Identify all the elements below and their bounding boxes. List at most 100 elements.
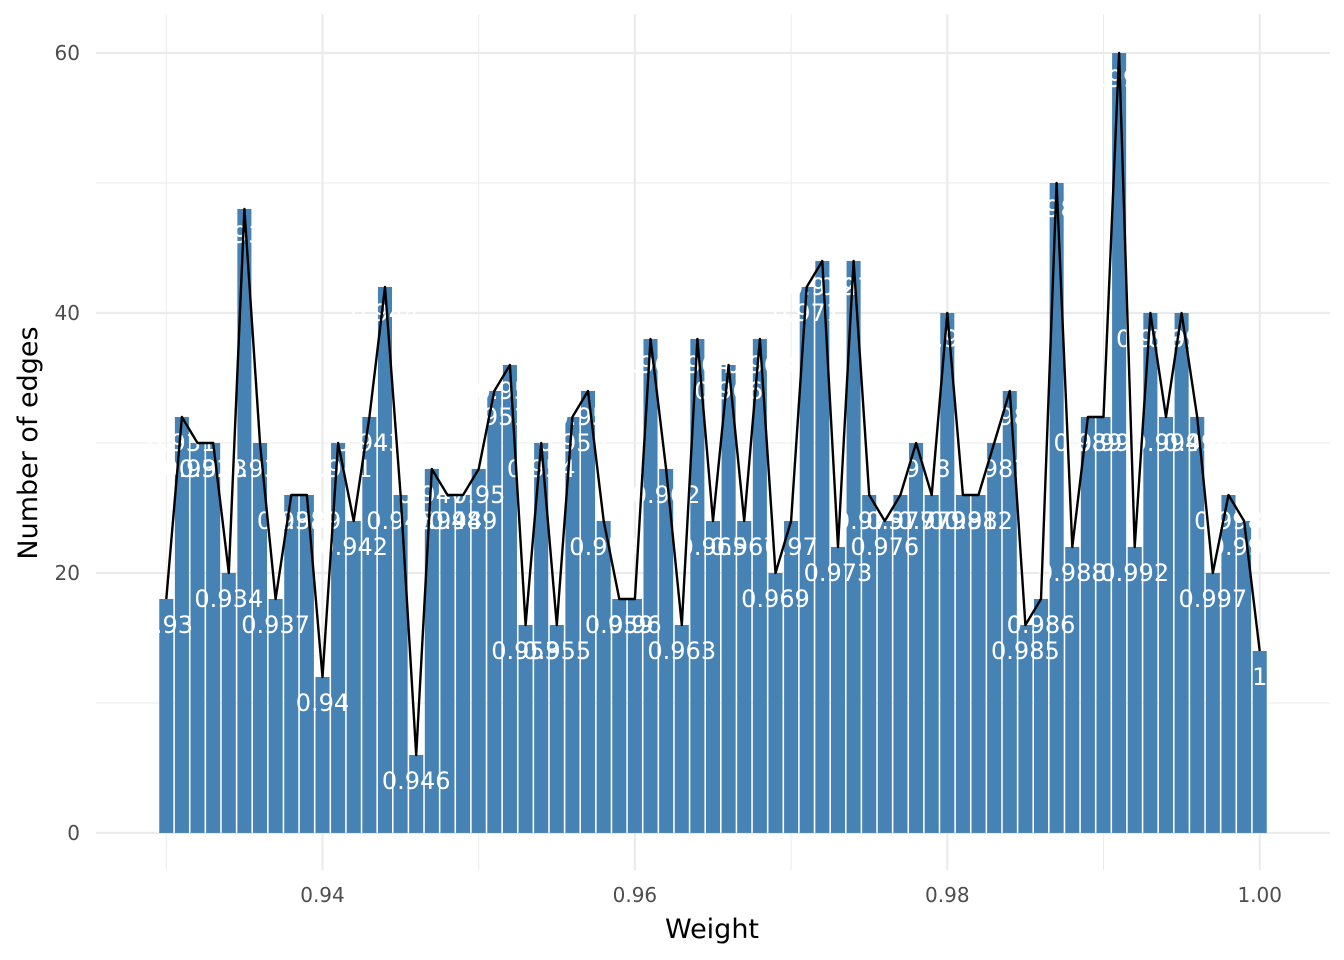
x-tick-label: 0.98 bbox=[925, 883, 970, 907]
y-tick-label: 20 bbox=[55, 561, 80, 585]
bar-label: 1 bbox=[1252, 663, 1267, 691]
bar bbox=[987, 442, 1002, 833]
bar bbox=[1237, 520, 1252, 833]
bar bbox=[440, 494, 455, 833]
bar bbox=[377, 286, 393, 833]
bar-label: 0.949 bbox=[429, 507, 498, 535]
bar bbox=[1143, 312, 1158, 833]
bar-label: 0.98 bbox=[921, 325, 974, 353]
bar-label: 0.998 bbox=[1194, 507, 1263, 535]
bar bbox=[815, 260, 830, 833]
bar-label: 0.948 bbox=[413, 507, 482, 535]
bar-label: 0.995 bbox=[1147, 325, 1216, 353]
bar bbox=[893, 494, 908, 833]
bar bbox=[862, 494, 877, 833]
bar bbox=[1221, 494, 1236, 833]
bar bbox=[346, 520, 361, 833]
bar bbox=[1174, 312, 1189, 833]
bar bbox=[237, 208, 252, 833]
bar bbox=[315, 676, 330, 833]
bar bbox=[471, 468, 486, 833]
bar bbox=[940, 312, 955, 833]
bar bbox=[331, 442, 346, 833]
bar bbox=[456, 494, 471, 833]
bar bbox=[1205, 572, 1220, 833]
bar-label: 0.94 bbox=[296, 689, 349, 717]
y-axis-ticks: 0 20 40 60 bbox=[55, 41, 80, 845]
y-tick-label: 40 bbox=[55, 301, 80, 325]
bar bbox=[159, 598, 174, 833]
bar bbox=[627, 598, 642, 833]
bar-label: 0.969 bbox=[741, 585, 810, 613]
bar-label: 0.946 bbox=[382, 767, 451, 795]
bar bbox=[1049, 182, 1064, 833]
bar-label: 0.936 bbox=[226, 455, 295, 483]
bar-label: 0.944 bbox=[351, 299, 420, 327]
bar bbox=[674, 624, 689, 833]
bar bbox=[784, 520, 799, 833]
bar-labels: 0.930.9310.9320.9330.9340.9350.9360.9370… bbox=[140, 65, 1279, 795]
frequency-line-path bbox=[165, 51, 1261, 757]
bar-label: 0.958 bbox=[569, 533, 638, 561]
bar-label: 0.978 bbox=[882, 455, 951, 483]
bar bbox=[174, 416, 189, 833]
bar bbox=[518, 624, 533, 833]
x-tick-label: 0.96 bbox=[613, 883, 658, 907]
bar-label: 0.989 bbox=[1054, 429, 1123, 457]
bar-label: 0.96 bbox=[608, 611, 661, 639]
bar-label: 0.951 bbox=[460, 403, 529, 431]
bar-label: 0.943 bbox=[335, 429, 404, 457]
bar bbox=[737, 520, 752, 833]
y-tick-label: 60 bbox=[55, 41, 80, 65]
bar-label: 0.966 bbox=[694, 377, 763, 405]
bar bbox=[1065, 546, 1080, 833]
bar-label: 0.954 bbox=[507, 455, 576, 483]
bar bbox=[846, 260, 861, 833]
bar bbox=[1190, 416, 1205, 833]
bar bbox=[924, 494, 939, 833]
frequency-line bbox=[165, 51, 1261, 757]
bar-label: 0.937 bbox=[241, 611, 310, 639]
bar bbox=[877, 520, 892, 833]
bar bbox=[284, 494, 299, 833]
bar bbox=[659, 468, 674, 833]
bar-label: 0.985 bbox=[991, 637, 1060, 665]
bar bbox=[549, 624, 564, 833]
bar bbox=[752, 338, 767, 833]
bar bbox=[799, 286, 814, 833]
bar bbox=[955, 494, 970, 833]
bar-label: 0.939 bbox=[273, 507, 342, 535]
bar bbox=[268, 598, 283, 833]
x-axis-title: Weight bbox=[665, 914, 759, 945]
bar-label: 0.982 bbox=[944, 507, 1013, 535]
bar bbox=[971, 494, 986, 833]
y-tick-label: 0 bbox=[67, 821, 80, 845]
bar bbox=[487, 390, 502, 833]
bar bbox=[1127, 546, 1142, 833]
bar bbox=[190, 442, 205, 833]
bar-label: 0.953 bbox=[491, 637, 560, 665]
bar bbox=[768, 572, 783, 833]
bar-label: 0.957 bbox=[554, 403, 623, 431]
bar bbox=[1033, 598, 1049, 833]
bar bbox=[393, 494, 408, 833]
bar bbox=[596, 520, 611, 833]
bar-label: 0.999 bbox=[1210, 533, 1279, 561]
bar bbox=[690, 338, 705, 833]
bar bbox=[643, 338, 658, 833]
bar bbox=[502, 364, 517, 833]
bar-label: 0.976 bbox=[850, 533, 919, 561]
bar bbox=[1096, 416, 1111, 833]
bar-label: 0.983 bbox=[960, 455, 1029, 483]
bar-label: 0.996 bbox=[1163, 429, 1232, 457]
bar-label: 0.992 bbox=[1100, 559, 1169, 587]
bar-label: 0.963 bbox=[647, 637, 716, 665]
x-tick-label: 1.00 bbox=[1237, 883, 1282, 907]
bar bbox=[1080, 416, 1095, 833]
bar bbox=[705, 520, 721, 833]
bar-label: 0.981 bbox=[929, 507, 998, 535]
bar bbox=[299, 494, 314, 833]
bar bbox=[1002, 390, 1017, 833]
bar-label: 0.975 bbox=[835, 507, 904, 535]
